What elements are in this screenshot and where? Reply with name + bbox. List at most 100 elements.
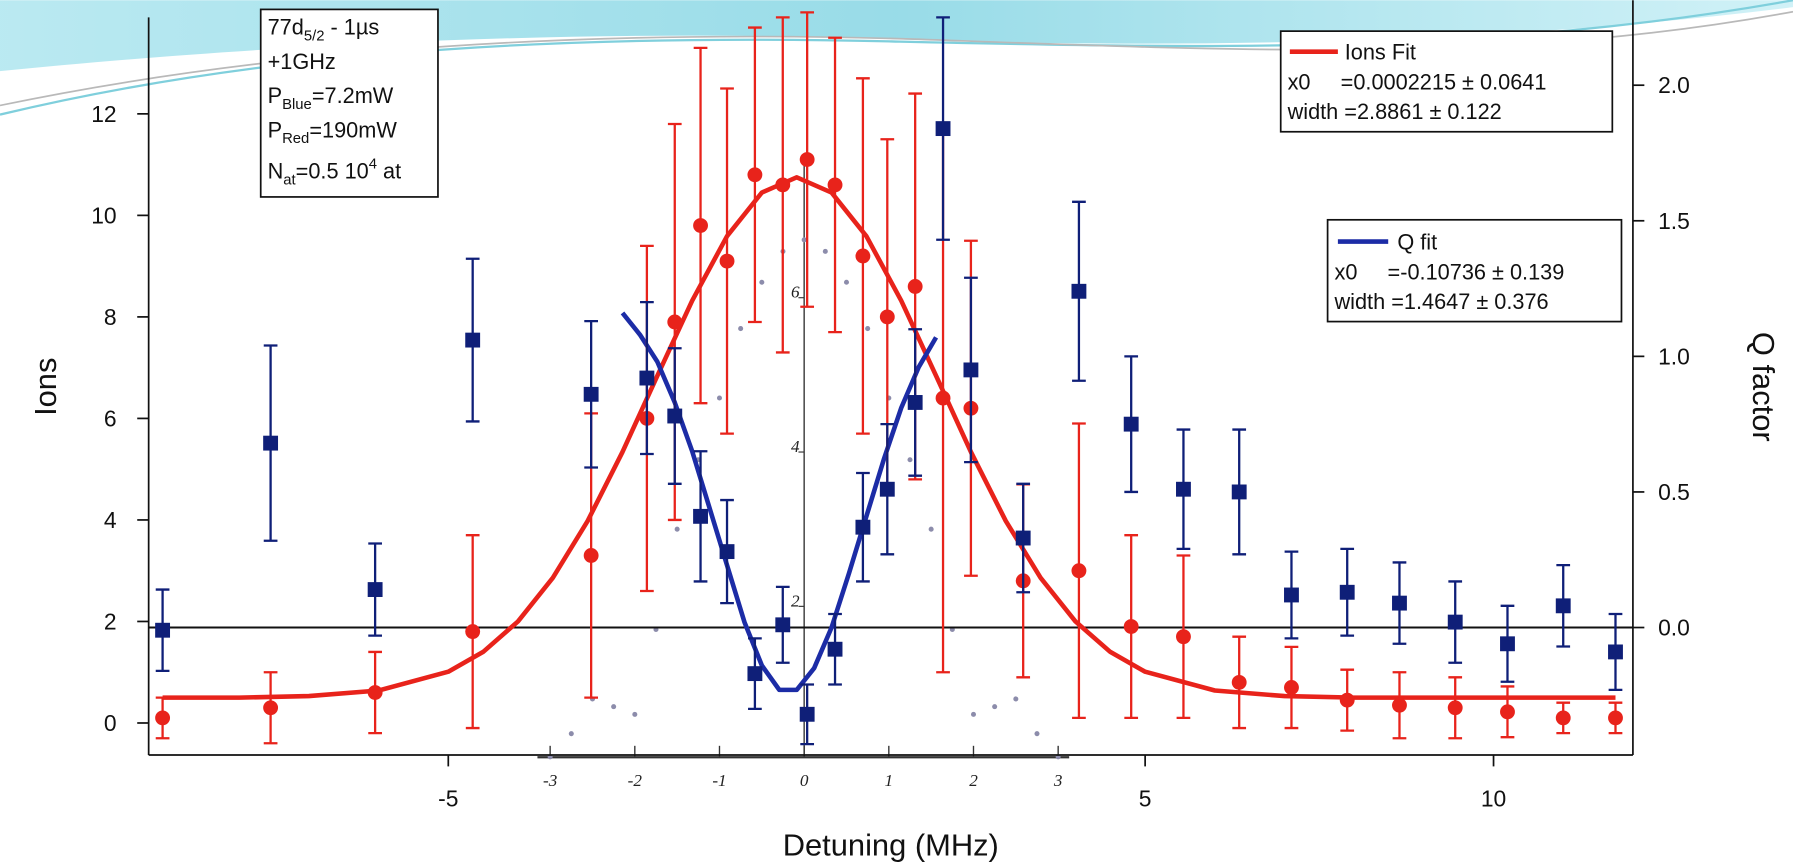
data-point [465, 624, 481, 640]
y-tick-label: 0 [104, 710, 117, 736]
inset-y-tick-label: 6 [791, 283, 800, 302]
inset-point [822, 248, 828, 254]
annotation-subscript: at [283, 172, 296, 188]
annotation-text: =190mW [309, 117, 397, 142]
inset-point [992, 704, 998, 710]
data-point [935, 390, 951, 406]
data-point [155, 622, 171, 638]
inset-point [928, 526, 934, 532]
y2-tick-label: 0.0 [1658, 615, 1690, 641]
inset-x-tick-label: -3 [543, 771, 557, 790]
data-point [775, 617, 791, 633]
data-point [855, 248, 871, 264]
data-point [907, 279, 923, 294]
inset-point [1013, 696, 1019, 702]
y2-tick-label: 1.0 [1658, 343, 1690, 369]
y2-tick-label: 0.5 [1658, 479, 1690, 505]
data-point [1339, 584, 1355, 600]
annotation-text: N [268, 159, 284, 184]
annotation-text: - 1µs [324, 15, 379, 40]
data-point [1176, 629, 1191, 645]
x-axis-title: Detuning (MHz) [783, 828, 999, 863]
data-point [719, 253, 735, 269]
x-tick-label: 10 [1481, 785, 1506, 811]
inset-point [632, 711, 638, 717]
data-point [1392, 595, 1407, 611]
inset-background [537, 160, 1070, 761]
inset-point [907, 457, 913, 463]
background-wave [0, 0, 1793, 72]
data-point [1231, 484, 1247, 500]
annotation-box: 77d5/2 - 1µs +1GHz PBlue=7.2mW PRed=190m… [259, 8, 439, 198]
data-point [1447, 700, 1463, 716]
annotation-text: 77d [268, 15, 304, 40]
y-tick-label: 6 [104, 405, 117, 431]
legend-fit-param: width =1.4647 ± 0.376 [1333, 289, 1548, 314]
inset-point [843, 279, 850, 285]
inset-point [716, 395, 722, 401]
inset-x-tick-label: 3 [1053, 771, 1063, 790]
inset-point [759, 279, 765, 285]
data-point [1500, 636, 1515, 652]
data-point [879, 481, 895, 497]
annotation-subscript: Red [282, 131, 309, 147]
data-point [1555, 598, 1571, 614]
x-tick-label: 5 [1139, 785, 1152, 811]
annotation-superscript: 4 [369, 156, 377, 172]
data-point [935, 121, 951, 137]
y-tick-label: 4 [104, 507, 117, 533]
data-point [775, 177, 791, 193]
data-point [263, 700, 279, 716]
y2-tick-label: 1.5 [1658, 208, 1690, 234]
legend-frame [1279, 30, 1614, 133]
data-point [799, 706, 815, 722]
data-point [963, 362, 979, 378]
data-point [1339, 692, 1355, 708]
data-point [827, 641, 843, 657]
data-point [1284, 680, 1299, 695]
data-point [1231, 674, 1247, 690]
data-point [827, 177, 843, 193]
data-point [263, 435, 279, 451]
data [148, 11, 1633, 746]
legend-fit-param: width =2.8861 ± 0.122 [1287, 99, 1502, 124]
inset-x-tick-label: -2 [628, 771, 643, 790]
data-point [1555, 710, 1571, 726]
legend-fit-param: x0 =0.0002215 ± 0.0641 [1288, 69, 1547, 94]
y2-tick-label: 2.0 [1658, 72, 1690, 98]
annotation-frame [259, 8, 439, 198]
inset: -3 -2 -1 0 1 2 3 2 4 6 [537, 160, 1070, 790]
data-point [747, 666, 763, 682]
data-point [799, 152, 815, 167]
legend-q-fit: Q fit x0 =-0.10736 ± 0.139 width =1.4647… [1326, 218, 1623, 323]
annotation-subscript: 5/2 [304, 28, 325, 44]
data-point [639, 370, 655, 386]
annotation-line: +1GHz [268, 49, 336, 74]
inset-point [801, 237, 807, 243]
inset-point [674, 526, 680, 532]
data-point [1608, 644, 1623, 660]
inset-point [568, 731, 574, 737]
inset-y-tick-label: 4 [791, 437, 800, 456]
inset-point [611, 704, 617, 710]
data-point [1176, 481, 1191, 497]
data-point [1123, 416, 1139, 432]
data-point [693, 508, 708, 524]
annotation-line: PBlue=7.2mW [268, 83, 394, 113]
inset-point [865, 326, 871, 332]
data-point [1071, 563, 1087, 579]
legend-frame [1326, 218, 1623, 323]
inset-x-tick-label: 0 [800, 771, 809, 790]
data-point [1392, 697, 1407, 713]
x-tick-label: -5 [438, 785, 458, 811]
y-tick-label: 2 [104, 608, 117, 634]
legend-fit-param: x0 =-0.10736 ± 0.139 [1334, 259, 1564, 284]
data-point [1071, 283, 1087, 299]
inset-point [1034, 731, 1040, 737]
inset-x-tick-label: -1 [712, 771, 726, 790]
data-point [879, 309, 895, 325]
legend-label: Q fit [1397, 230, 1437, 255]
y2-axis-title: Q factor [1746, 332, 1781, 442]
annotation-subscript: Blue [282, 97, 312, 113]
